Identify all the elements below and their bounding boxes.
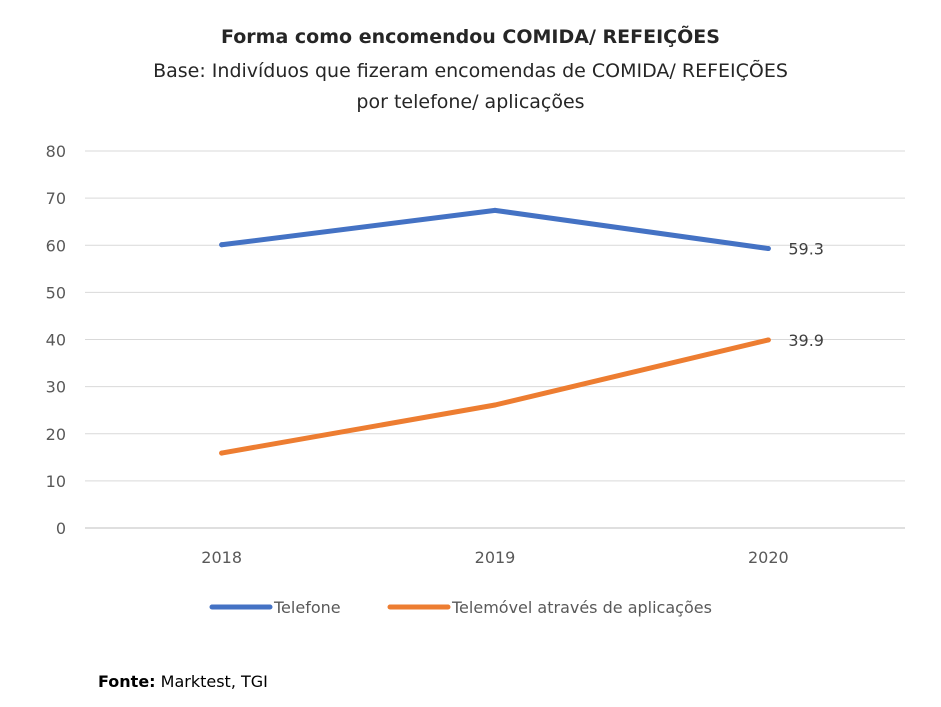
data-label: 39.9	[788, 331, 824, 350]
chart-subtitle: Base: Indivíduos que fizeram encomendas …	[153, 60, 788, 113]
legend-label: Telemóvel através de aplicações	[451, 598, 712, 617]
legend-label: Telefone	[273, 598, 341, 617]
x-axis-ticks: 2018 2019 2020	[201, 548, 788, 567]
data-point	[492, 402, 498, 408]
y-tick-label: 0	[56, 519, 66, 538]
chart-title: Forma como encomendou COMIDA/ REFEIÇÕES	[221, 26, 720, 48]
source-note: Fonte: Marktest, TGI	[98, 672, 268, 691]
y-tick-label: 10	[46, 472, 66, 491]
data-point	[219, 450, 225, 456]
y-tick-label: 80	[46, 142, 66, 161]
x-tick-label: 2018	[201, 548, 242, 567]
y-tick-label: 50	[46, 283, 66, 302]
y-tick-label: 20	[46, 425, 66, 444]
source-text: Marktest, TGI	[155, 672, 268, 691]
series-line-1	[219, 337, 771, 456]
y-axis-ticks: 0 10 20 30 40 50 60 70 80	[46, 142, 66, 538]
data-point	[219, 242, 225, 248]
x-tick-label: 2019	[475, 548, 516, 567]
gridlines	[85, 150, 905, 529]
x-tick-label: 2020	[748, 548, 789, 567]
y-tick-label: 40	[46, 331, 66, 350]
data-point	[492, 207, 498, 213]
data-labels: 59.3 39.9	[788, 240, 824, 350]
series-lines	[219, 207, 771, 456]
series-line-0	[219, 207, 771, 252]
y-tick-label: 70	[46, 189, 66, 208]
data-label: 59.3	[788, 240, 824, 259]
y-tick-label: 60	[46, 236, 66, 255]
data-point	[765, 246, 771, 252]
y-tick-label: 30	[46, 378, 66, 397]
data-point	[765, 337, 771, 343]
legend: Telefone Telemóvel através de aplicações	[209, 598, 712, 617]
source-label: Fonte:	[98, 672, 156, 691]
